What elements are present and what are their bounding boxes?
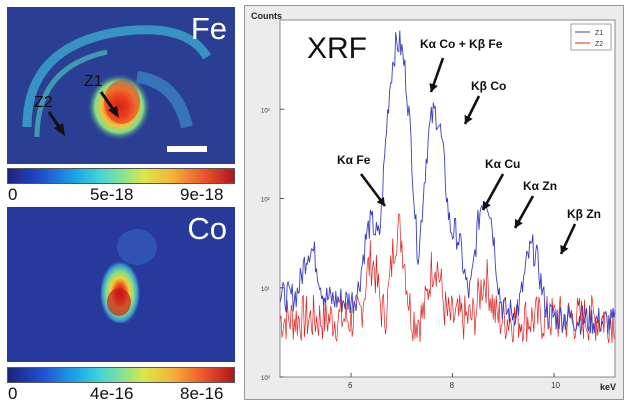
point-label-z2: Z2	[34, 94, 53, 111]
peak-label: Kβ Zn	[567, 207, 601, 221]
x-tick-label: 8	[450, 381, 455, 390]
y-axis-label: Counts	[251, 11, 282, 21]
y-tick-label: 10³	[261, 108, 270, 114]
peak-label: Kα Co + Kβ Fe	[420, 37, 503, 51]
fe-colorbar	[7, 168, 235, 184]
peak-label: Kα Fe	[337, 153, 371, 167]
peak-arrowhead	[376, 196, 385, 206]
peak-label: Kα Zn	[523, 179, 557, 193]
peak-arrowhead	[464, 114, 473, 124]
co-colorbar	[7, 367, 235, 383]
scale-bar	[167, 146, 207, 152]
peak-label: Kα Cu	[485, 157, 520, 171]
fe-distribution-map: Z1 Z2 Fe	[7, 7, 235, 164]
legend-label-z2: Z2	[595, 41, 603, 48]
co-distribution-map: Co	[7, 207, 235, 362]
series-line-z2	[279, 213, 616, 344]
co-element-label: Co	[187, 211, 227, 246]
co-colorbar-tick-min: 0	[8, 384, 18, 403]
fe-colorbar-tick-max: 9e-18	[180, 185, 224, 204]
fe-map-image: Z1 Z2	[22, 25, 211, 152]
co-colorbar-tick-mid: 4e-16	[90, 384, 134, 403]
legend: Z1 Z2	[570, 23, 612, 51]
co-colorbar-tick-max: 8e-16	[180, 384, 224, 403]
point-label-z1: Z1	[84, 73, 103, 90]
peak-label: Kβ Co	[471, 79, 506, 93]
fe-colorbar-tick-min: 0	[8, 185, 18, 204]
legend-label-z1: Z1	[595, 30, 603, 37]
peak-arrowhead	[560, 244, 569, 254]
x-axis-label: keV	[600, 382, 616, 392]
fe-colorbar-tick-mid: 5e-18	[90, 185, 134, 204]
y-tick-label: 10²	[261, 198, 270, 204]
xrf-spectrum-chart: Counts XRF keV 6 8 10 10⁰ 10¹ 10² 10³ Kα Co + …	[251, 11, 616, 392]
x-tick-label: 6	[348, 381, 353, 390]
xrf-spectrum-panel: Counts XRF keV 6 8 10 10⁰ 10¹ 10² 10³ Kα Co + …	[244, 5, 624, 400]
series-line-z1	[279, 30, 616, 335]
y-tick-label: 10⁰	[261, 375, 271, 382]
chart-title: XRF	[307, 32, 367, 65]
peak-arrowhead	[515, 218, 523, 228]
y-tick-label: 10¹	[261, 287, 270, 293]
co-map-image	[99, 229, 157, 323]
peak-arrowhead	[429, 82, 438, 92]
x-tick-label: 10	[551, 381, 560, 390]
peak-arrowhead	[482, 200, 491, 210]
fe-element-label: Fe	[190, 11, 227, 46]
